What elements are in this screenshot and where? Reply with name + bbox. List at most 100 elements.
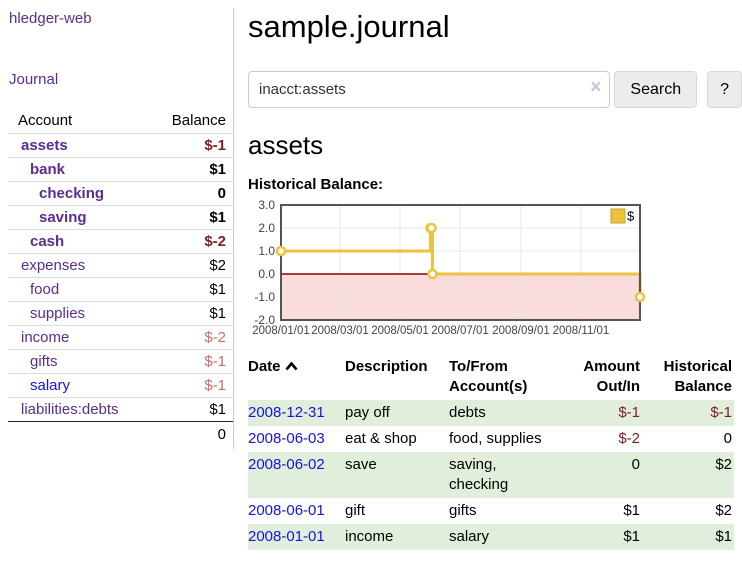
svg-text:-1.0: -1.0 (254, 290, 275, 304)
cell-description: save (345, 456, 377, 473)
account-tree-rows: assets $-1 bank $1 checking 0 saving $1 cash $-2 e… (8, 134, 233, 422)
account-row: bank $1 (8, 158, 233, 182)
cell-description: pay off (345, 404, 390, 421)
column-header-accounts: To/From Account(s) (449, 358, 528, 395)
column-header-description: Description (345, 358, 428, 375)
brand-link[interactable]: hledger-web (9, 10, 92, 27)
cell-amount: $-1 (618, 404, 640, 421)
account-tree: Account Balance assets $-1 bank $1 checking 0… (8, 109, 233, 445)
account-balance: $1 (209, 281, 226, 298)
account-row: income $-2 (8, 326, 233, 350)
account-tree-header: Account Balance (8, 109, 233, 134)
clear-search-icon[interactable]: × (590, 77, 602, 98)
account-balance: $1 (209, 209, 226, 226)
cell-description: gift (345, 502, 366, 519)
cell-accounts: saving, checking (449, 456, 509, 493)
account-balance: $2 (209, 257, 226, 274)
app: hledger-web Journal Account Balance asse… (8, 8, 742, 550)
cell-description: income (345, 528, 394, 545)
account-row: cash $-2 (8, 230, 233, 254)
balance-column-header: Balance (171, 112, 226, 129)
register-row: 2008-06-03 eat & shop food, supplies $-2 0 (248, 426, 734, 452)
account-balance: $1 (209, 305, 226, 322)
account-row: supplies $1 (8, 302, 233, 326)
account-heading: assets (248, 130, 324, 160)
cell-balance: 0 (723, 430, 732, 447)
column-header-amount: Amount Out/In (583, 358, 640, 395)
register-row: 2008-01-01 income salary $1 $1 (248, 524, 734, 550)
column-header-balance: Historical Balance (663, 358, 732, 395)
svg-text:2008/03/01: 2008/03/01 (311, 325, 369, 337)
svg-text:2008/01/01: 2008/01/01 (252, 325, 310, 337)
legend-swatch (610, 208, 626, 224)
sidebar-account-link[interactable]: income (21, 329, 70, 346)
chart-label: Historical Balance: (248, 176, 384, 193)
help-button[interactable]: ? (707, 71, 742, 108)
account-balance: $-1 (204, 377, 226, 394)
cell-balance: $2 (715, 502, 732, 519)
svg-text:3.0: 3.0 (258, 199, 275, 212)
cell-date[interactable]: 2008-01-01 (248, 524, 345, 550)
cell-amount: $1 (623, 528, 640, 545)
accounts-total: 0 (217, 426, 226, 443)
sidebar-account-link[interactable]: checking (39, 185, 105, 202)
svg-text:2008/09/01: 2008/09/01 (492, 325, 550, 337)
search-button[interactable]: Search (614, 71, 698, 108)
svg-text:2008/11/01: 2008/11/01 (553, 325, 610, 337)
sidebar-account-link[interactable]: food (30, 281, 60, 298)
legend-label: $ (627, 209, 635, 224)
sidebar-account-link[interactable]: gifts (30, 353, 58, 370)
cell-date[interactable]: 2008-06-02 (248, 452, 345, 498)
sidebar-account-link[interactable]: bank (30, 161, 66, 178)
account-balance: $-2 (204, 329, 226, 346)
cell-date[interactable]: 2008-06-01 (248, 498, 345, 524)
cell-balance: $-1 (710, 404, 732, 421)
main-content: sample.journal × Search ? assets Histori… (248, 8, 742, 550)
cell-amount: 0 (631, 456, 640, 473)
transaction-date-link[interactable]: 2008-12-31 (248, 404, 325, 421)
svg-text:-2.0: -2.0 (254, 313, 275, 327)
account-balance: 0 (217, 185, 226, 202)
sort-ascending-icon (285, 358, 298, 375)
search-form: × Search ? (248, 71, 742, 108)
account-row: salary $-1 (8, 374, 233, 398)
transaction-date-link[interactable]: 2008-06-03 (248, 430, 325, 447)
sidebar-account-link[interactable]: supplies (30, 305, 86, 322)
sidebar-account-link[interactable]: expenses (21, 257, 86, 274)
cell-date[interactable]: 2008-06-03 (248, 426, 345, 452)
svg-text:2.0: 2.0 (258, 221, 275, 235)
cell-amount: $1 (623, 502, 640, 519)
transaction-date-link[interactable]: 2008-06-02 (248, 456, 325, 473)
column-header-date[interactable]: Date (248, 354, 345, 400)
search-input[interactable] (248, 71, 611, 108)
cell-amount: $-2 (618, 430, 640, 447)
svg-text:2008/05/01: 2008/05/01 (371, 325, 429, 337)
cell-accounts: food, supplies (449, 430, 542, 447)
page-title: sample.journal (248, 9, 450, 44)
account-balance: $-2 (204, 233, 226, 250)
account-balance: $-1 (204, 137, 226, 154)
accounts-column-header: Account (18, 112, 73, 129)
cell-accounts: debts (449, 404, 486, 421)
transaction-date-link[interactable]: 2008-06-01 (248, 502, 325, 519)
account-row: saving $1 (8, 206, 233, 230)
sidebar-account-link[interactable]: assets (21, 137, 68, 154)
account-row: food $1 (8, 278, 233, 302)
sidebar-account-link[interactable]: liabilities:debts (21, 401, 119, 418)
register-row: 2008-06-02 save saving, checking 0 $2 (248, 452, 734, 498)
cell-accounts: salary (449, 528, 490, 545)
cell-accounts: gifts (449, 502, 477, 519)
register-row: 2008-06-01 gift gifts $1 $2 (248, 498, 734, 524)
sidebar-account-link[interactable]: saving (39, 209, 87, 226)
cell-date[interactable]: 2008-12-31 (248, 400, 345, 426)
account-row: liabilities:debts $1 (8, 398, 233, 422)
transaction-date-link[interactable]: 2008-01-01 (248, 528, 325, 545)
svg-text:0.0: 0.0 (258, 267, 275, 281)
sidebar-account-link[interactable]: cash (30, 233, 65, 250)
sidebar-item-journal[interactable]: Journal (9, 71, 59, 88)
sidebar-account-link[interactable]: salary (30, 377, 71, 394)
sidebar: hledger-web Journal Account Balance asse… (8, 8, 234, 449)
account-row: expenses $2 (8, 254, 233, 278)
account-row: assets $-1 (8, 134, 233, 158)
